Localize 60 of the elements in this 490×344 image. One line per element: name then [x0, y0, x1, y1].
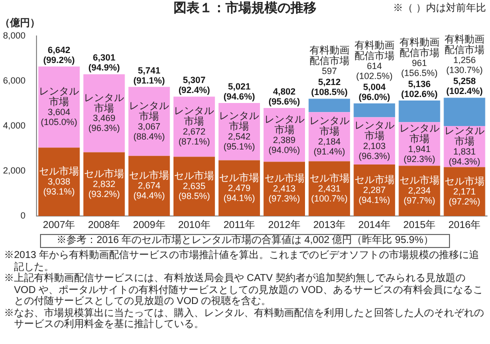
data-label: セル市場 2,171 (97.2%) — [444, 175, 484, 206]
data-label: レンタル市場 2,672 (87.1%) — [174, 106, 214, 147]
total-label: 5,307 (92.4%) — [178, 75, 210, 96]
x-tick-label: 2007年 — [42, 218, 76, 231]
total-label: 5,004 (96.0%) — [358, 82, 390, 102]
text: ※2013 年から有料動画配信サービスの市場推計値を算出。これまでのビデオソフトの市場規模の推移に追記した。 — [4, 250, 480, 272]
text: ※なお、市場規模算出に当たっては、購入、レンタル、有料動画配信を利用したと回答した人のそれぞれのサービスの利用料金を基に推計している。 — [4, 308, 485, 330]
data-label: セル市場 2,234 (97.7%) — [399, 174, 440, 206]
data-label: 有料動画配信市場 597 — [309, 44, 350, 76]
x-tick-label: 2013年 — [313, 218, 346, 231]
data-label: レンタル市場 1,941 (92.3%) — [399, 123, 440, 164]
total-label: 5,021 (94.6%) — [223, 82, 255, 102]
x-tick-label: 2012年 — [268, 218, 300, 231]
data-label: セル市場 2,413 (97.3%) — [264, 172, 304, 204]
x-tick-label: 2008年 — [88, 218, 120, 231]
bar — [354, 103, 396, 118]
y-tick-label: 2,000 — [2, 165, 26, 176]
total-label: 5,741 (91.1%) — [133, 65, 165, 86]
total-label: 5,136 (102.6%) — [401, 78, 438, 99]
chart-title: 図表１：市場規模の推移 — [174, 0, 316, 15]
data-label: 有料動画配信市場 961 (156.5%) — [399, 36, 440, 78]
y-tick-label: 6,000 — [2, 75, 26, 86]
x-tick-label: 2011年 — [223, 218, 255, 231]
data-label: レンタル市場 3,604 (105.0%) — [39, 86, 80, 128]
data-label: セル市場 2,832 (93.2%) — [84, 168, 124, 199]
y-axis-title: （億円） — [0, 16, 40, 29]
y-tick-label: 8,000 — [2, 30, 26, 40]
x-tick-label: 2014年 — [358, 218, 391, 231]
data-label: 有料動画配信市場 614 (102.5%) — [354, 39, 394, 81]
text: ※（ ）内は対前年比 — [393, 3, 486, 15]
bar — [308, 98, 350, 112]
data-label: レンタル市場 2,184 (91.4%) — [309, 116, 350, 157]
data-label: レンタル市場 3,469 (96.3%) — [84, 92, 124, 134]
data-label: セル市場 2,635 (98.5%) — [174, 170, 214, 202]
data-label: セル市場 2,287 (94.1%) — [354, 174, 394, 206]
total-label: 5,212 (108.5%) — [311, 77, 348, 98]
text: ※参考：2016 年のセル市場とレンタル市場の合算値は 4,002 億円（昨年比 95.9%） — [40, 234, 450, 248]
data-label: レンタル市場 2,103 (96.3%) — [354, 120, 394, 161]
data-label: 有料動画配信市場 1,256 (130.7%) — [444, 34, 484, 76]
x-tick-label: 2009年 — [133, 218, 166, 231]
bar — [444, 98, 486, 126]
total-label: 4,802 (95.6%) — [268, 86, 300, 106]
text: ※上記有料動画配信サービスには、有料放送局会員や CATV 契約者が追加契約無しでみられる見放題の VOD や、ポータルサイトの有料付随サービスとしての見放題の VOD、あるサービスの有料会員になることの付随サービスとしての見放題の VOD の視聴を含む。 — [4, 273, 484, 308]
x-tick-label: 2015年 — [403, 218, 436, 231]
data-label: セル市場 2,674 (94.4%) — [129, 170, 170, 201]
data-label: レンタル市場 2,389 (94.0%) — [264, 114, 304, 155]
total-label: 6,642 (99.2%) — [43, 45, 75, 66]
data-label: セル市場 2,479 (94.1%) — [219, 172, 260, 203]
data-label: レンタル市場 2,542 (95.1%) — [219, 111, 260, 152]
y-tick-label: 0 — [20, 210, 26, 220]
y-tick-label: 4,000 — [2, 120, 26, 130]
total-label: 6,301 (94.9%) — [88, 52, 120, 73]
data-label: セル市場 3,038 (93.1%) — [39, 166, 80, 197]
x-tick-label: 2010年 — [178, 218, 210, 231]
total-label: 5,258 (102.4%) — [446, 76, 483, 96]
data-label: セル市場 2,431 (100.7%) — [309, 172, 350, 204]
bar — [398, 100, 440, 122]
data-label: レンタル市場 1,831 (94.3%) — [444, 126, 484, 167]
data-label: レンタル市場 3,067 (88.4%) — [129, 100, 170, 142]
x-tick-label: 2016年 — [448, 218, 481, 231]
